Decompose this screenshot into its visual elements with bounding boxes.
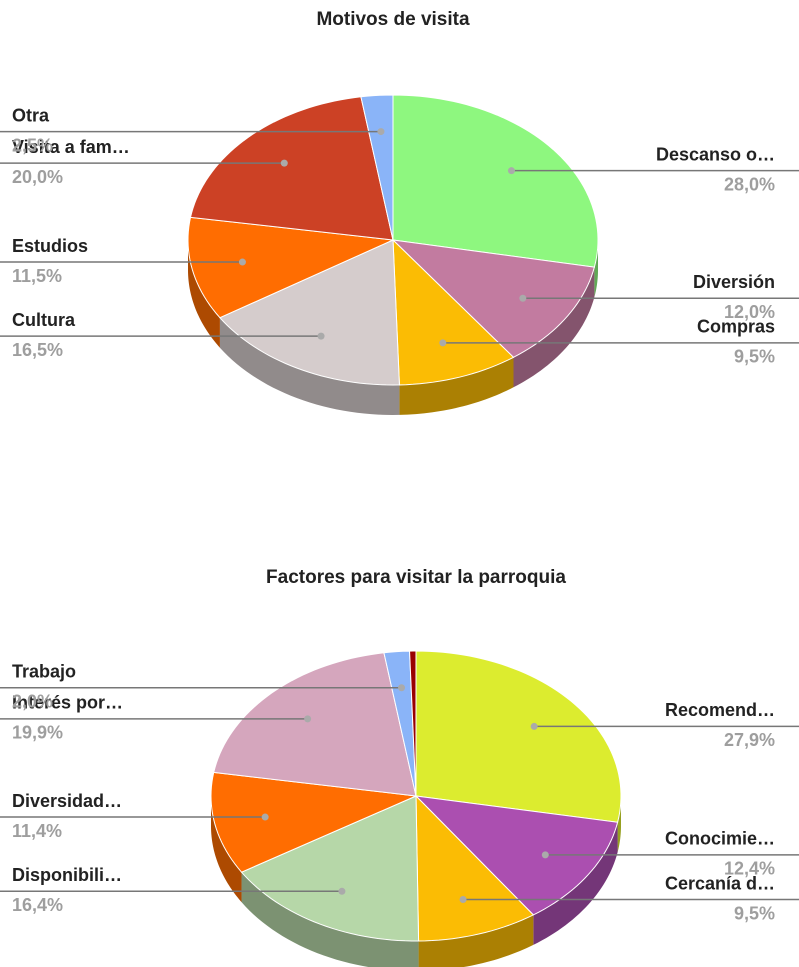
pie-slice: [219, 239, 400, 386]
leader-dot: [459, 896, 467, 904]
pie-side: [513, 267, 595, 388]
pie-slice: [415, 794, 535, 942]
slice-value-label: 11,4%: [12, 821, 62, 841]
slice-label: Interés por…: [12, 693, 123, 713]
leader-dot: [377, 128, 385, 136]
slice-value-label: 2,0%: [12, 691, 53, 711]
slice-value-label: 28,0%: [724, 174, 775, 194]
pie-slice: [392, 94, 599, 268]
slice-label: Otra: [12, 105, 50, 125]
slice-value-label: 19,9%: [12, 723, 63, 743]
leader-dot: [338, 887, 346, 895]
pie-slice: [409, 650, 417, 797]
slice-value-label: 2,5%: [12, 135, 53, 155]
slice-label: Diversidad…: [12, 791, 122, 811]
slice-value-label: 9,5%: [734, 347, 775, 367]
leader-dot: [261, 813, 269, 821]
pie-side: [188, 240, 220, 348]
slice-value-label: 12,0%: [724, 302, 775, 322]
slice-label: Descanso o…: [656, 144, 775, 164]
slice-label: Trabajo: [12, 661, 76, 681]
leader-dot: [304, 715, 312, 723]
chart-title: Motivos de visita: [316, 9, 470, 30]
leader-dot: [317, 332, 325, 340]
slice-label: Diversión: [693, 272, 775, 292]
pie-slice: [391, 239, 596, 358]
slice-label: Disponibili…: [12, 865, 122, 885]
leader-dot: [519, 294, 527, 302]
leader-dot: [238, 258, 246, 266]
slice-value-label: 16,5%: [12, 340, 63, 360]
pie-slice: [210, 771, 418, 873]
leader-dot: [439, 339, 447, 347]
slice-label: Cercanía d…: [665, 873, 775, 893]
pie-slice: [415, 650, 622, 823]
slice-label: Cultura: [12, 310, 76, 330]
pie-slice: [392, 238, 515, 386]
slice-value-label: 20,0%: [12, 167, 63, 187]
pie-side: [418, 914, 534, 967]
leader-dot: [280, 159, 288, 167]
leader-dot: [398, 684, 406, 692]
chart-title: Factores para visitar la parroquia: [266, 567, 566, 588]
pie-side: [399, 357, 514, 415]
slice-label: Estudios: [12, 236, 88, 256]
pie-slice: [240, 795, 420, 942]
pie-side: [533, 822, 618, 945]
pie-slice: [189, 96, 394, 241]
slice-value-label: 27,9%: [724, 730, 775, 750]
leader-dot: [541, 851, 549, 859]
pie-side: [211, 796, 242, 903]
slice-value-label: 12,4%: [724, 859, 775, 879]
pie-slice: [213, 652, 417, 797]
pie-slice: [187, 216, 395, 319]
slice-label: Conocimie…: [665, 829, 775, 849]
leader-dot: [530, 722, 538, 730]
slice-value-label: 11,5%: [12, 266, 62, 286]
slice-value-label: 16,4%: [12, 895, 63, 915]
pie-side: [219, 317, 400, 415]
slice-label: Compras: [697, 317, 775, 337]
slice-label: Visita a fam…: [12, 137, 130, 157]
leader-dot: [507, 167, 515, 175]
pie-side: [241, 872, 419, 967]
slice-value-label: 9,5%: [734, 903, 775, 923]
slice-label: Recomend…: [665, 700, 775, 720]
pie-slice: [414, 795, 619, 916]
